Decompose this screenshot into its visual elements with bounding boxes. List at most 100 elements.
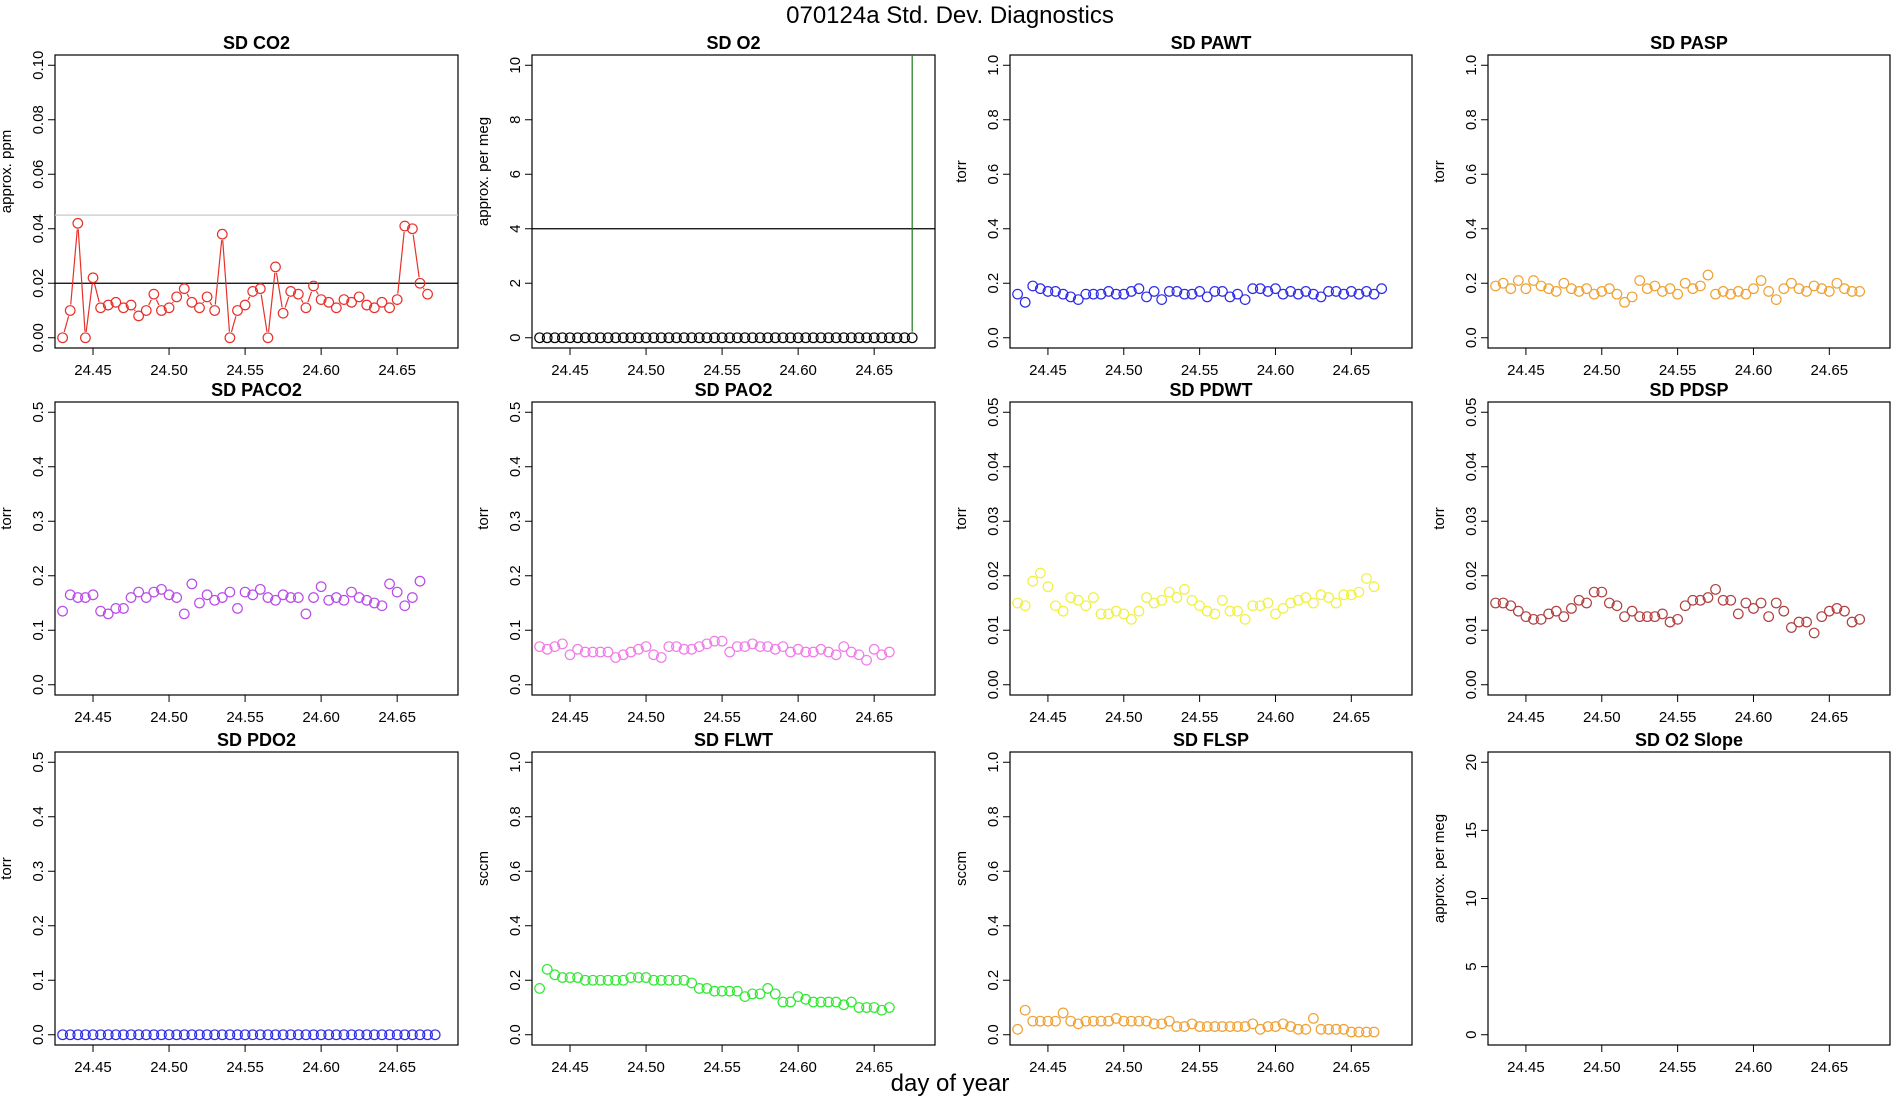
data-point [1292,594,1304,606]
data-point [1323,1023,1334,1035]
data-point [232,1029,243,1041]
data-point [1307,288,1319,300]
x-tick-label: 24.50 [627,362,665,379]
data-point [693,332,705,344]
data-point [277,1029,289,1041]
data-point [1770,597,1782,609]
data-point [823,646,834,658]
y-tick-label: 0.0 [985,327,1002,348]
data-point [72,592,84,603]
data-point [731,641,743,652]
data-point [102,299,114,311]
data-segment [93,283,100,303]
data-point [1232,288,1243,300]
data-point [95,605,107,617]
data-point [1141,592,1152,603]
y-axis-label: torr [1431,160,1448,183]
data-segment [422,287,425,290]
y-tick-label: 15 [1463,822,1480,839]
data-point [1345,589,1357,601]
y-tick-label: 0.4 [30,456,47,477]
x-tick-label: 24.55 [703,362,741,379]
data-point [1323,286,1334,297]
data-point [1277,603,1289,614]
data-point [315,1029,327,1041]
data-point [838,332,850,344]
data-point [617,974,629,986]
data-point [376,1029,388,1041]
x-tick-label: 24.45 [551,709,589,726]
data-point [587,332,599,344]
data-point [1505,600,1517,612]
y-tick-label: 20 [1463,754,1480,771]
x-tick-label: 24.55 [1659,709,1697,726]
data-point [838,999,850,1011]
data-point [807,996,819,1008]
data-point [709,985,720,997]
y-tick-label: 1.0 [507,752,524,773]
data-point [1588,288,1600,300]
data-point [1315,291,1327,303]
data-point [346,586,357,598]
data-point [1512,275,1524,286]
data-point [422,288,433,300]
data-point [777,332,789,344]
data-point [1125,286,1137,297]
y-axis-label: approx. per meg [475,117,492,226]
data-point [595,332,606,344]
data-point [868,643,880,655]
y-tick-label: 10 [1463,890,1480,907]
data-point [1057,288,1069,300]
x-tick-label: 24.65 [855,362,893,379]
data-point [391,294,403,305]
data-point [1740,597,1752,609]
data-point [1520,611,1532,623]
data-point [876,1004,888,1016]
data-segment [284,296,290,308]
data-point [1110,605,1122,617]
data-point [1550,605,1562,617]
y-axis-label: torr [953,507,970,530]
x-tick-label: 24.45 [1029,709,1067,726]
data-point [1315,1023,1327,1035]
data-point [346,1029,357,1041]
data-segment [171,301,174,304]
y-tick-label: 0.06 [30,160,47,189]
x-tick-label: 24.65 [855,1059,893,1076]
data-point [1050,1015,1061,1027]
data-point [1755,275,1767,286]
data-segment [133,309,136,312]
data-point [1672,613,1684,625]
data-point [564,972,576,983]
data-point [80,1029,91,1041]
data-point [1080,288,1092,300]
data-point [883,646,895,658]
data-point [171,592,183,603]
data-point [270,261,281,273]
data-point [163,589,175,601]
plot-frame [1487,54,1891,349]
data-segment [77,229,86,332]
data-point [587,646,599,658]
data-point [1854,613,1866,625]
data-point [262,592,274,603]
data-point [633,332,644,344]
data-point [1634,611,1646,623]
data-point [133,310,145,322]
data-point [716,635,728,647]
x-tick-label: 24.65 [1811,362,1849,379]
data-point [1581,597,1593,609]
y-tick-label: 0.00 [30,323,47,352]
panel-sd-paco2: SD PACO2 torr 0.0 0.1 0.2 0.3 0.4 0.5 24.45 24.50… [0,380,459,726]
data-point [1573,594,1585,606]
data-point [1702,269,1714,281]
data-point [625,332,637,344]
data-point [102,1029,114,1041]
data-point [1239,613,1251,625]
data-point [1285,597,1297,609]
data-point [785,332,796,344]
data-point [1156,294,1168,305]
data-point [1649,611,1661,623]
data-point [1353,1026,1365,1038]
data-point [1019,296,1031,308]
